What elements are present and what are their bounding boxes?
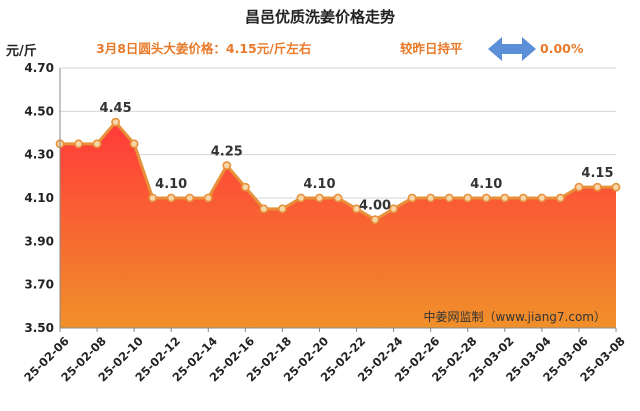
data-point	[333, 193, 343, 203]
data-point	[537, 193, 547, 203]
y-tick-label: 3.70	[24, 278, 54, 292]
data-point	[370, 215, 380, 225]
data-point	[222, 161, 232, 170]
data-label: 4.10	[470, 177, 502, 192]
chart-title: 昌邑优质洗姜价格走势	[245, 8, 395, 26]
data-label: 4.10	[155, 177, 187, 192]
data-label: 4.15	[581, 166, 613, 181]
data-point	[481, 193, 491, 203]
data-point	[407, 193, 417, 203]
y-tick-label: 4.10	[24, 191, 54, 205]
price-area	[60, 122, 616, 329]
data-point	[463, 193, 473, 203]
data-point	[296, 193, 306, 203]
data-point	[352, 204, 361, 214]
data-point	[315, 193, 324, 203]
data-point	[111, 117, 120, 127]
data-point	[92, 139, 102, 149]
y-tick-label: 3.50	[24, 321, 54, 335]
y-tick-label: 4.50	[24, 104, 54, 118]
change-percent: 0.00%	[540, 41, 584, 56]
data-point	[203, 193, 213, 203]
data-point	[129, 139, 139, 149]
data-point	[574, 182, 584, 192]
data-point	[593, 182, 602, 192]
y-tick-label: 4.70	[24, 61, 54, 75]
data-point	[74, 139, 83, 149]
y-axis-unit: 元/斤	[6, 43, 37, 59]
data-point	[518, 193, 528, 203]
data-label: 4.25	[211, 145, 243, 160]
data-point	[277, 204, 287, 214]
price-note: 3月8日圆头大姜价格：4.15元/斤左右	[96, 41, 311, 56]
data-point	[259, 204, 269, 214]
compare-note: 较昨日持平	[400, 41, 463, 56]
data-label: 4.00	[359, 199, 391, 214]
y-tick-label: 3.90	[24, 234, 54, 248]
data-point	[166, 193, 176, 203]
data-point	[426, 193, 436, 203]
data-point	[500, 193, 510, 203]
data-point	[444, 193, 454, 203]
data-point	[240, 182, 250, 192]
double-arrow-icon	[488, 37, 536, 61]
data-point	[389, 204, 398, 214]
data-point	[185, 193, 195, 203]
data-point	[556, 193, 565, 203]
y-tick-label: 4.30	[24, 148, 54, 162]
data-point	[148, 193, 158, 203]
data-label: 4.10	[303, 177, 335, 192]
source-watermark: 中姜网监制（www.jiang7.com）	[424, 309, 606, 324]
data-point	[611, 182, 621, 192]
data-label: 4.45	[100, 101, 132, 116]
